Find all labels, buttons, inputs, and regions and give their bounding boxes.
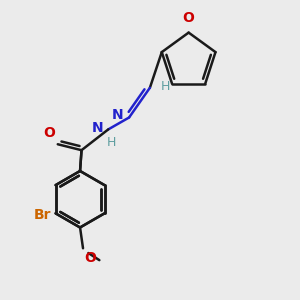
Text: O: O [43, 126, 55, 140]
Text: H: H [106, 136, 116, 149]
Text: O: O [85, 251, 96, 265]
Text: H: H [160, 80, 170, 93]
Text: N: N [112, 108, 124, 122]
Text: O: O [183, 11, 195, 25]
Text: N: N [92, 121, 104, 135]
Text: Br: Br [34, 208, 51, 222]
